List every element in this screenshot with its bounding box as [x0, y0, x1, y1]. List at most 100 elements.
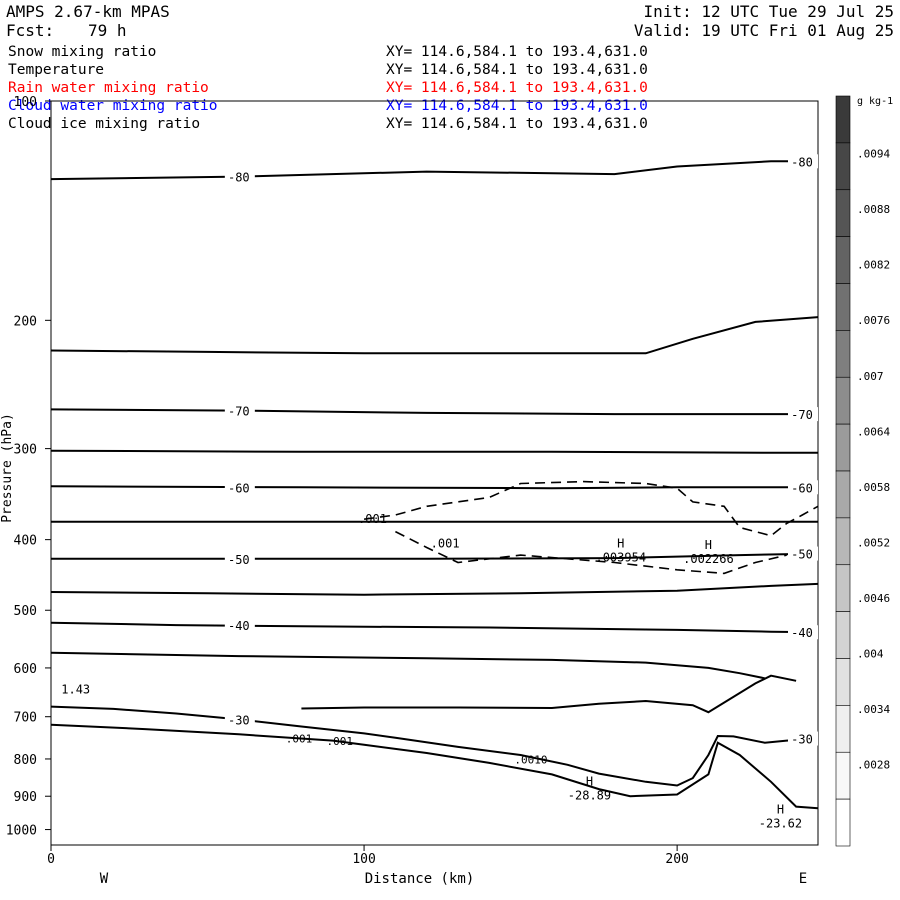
colorbar-label: .0046 [857, 592, 890, 605]
temperature-label: -50 [228, 553, 250, 567]
extremum-value: -28.89 [568, 788, 611, 802]
colorbar-swatch [835, 564, 851, 612]
x-end-west: W [100, 871, 109, 887]
temperature-contour [50, 723, 819, 810]
field-extent: XY= 114.6,584.1 to 193.4,631.0 [386, 44, 648, 60]
temperature-contour [50, 582, 819, 596]
temperature-contour [50, 485, 818, 490]
colorbar-label: .0034 [857, 703, 890, 716]
colorbar-label: .0058 [857, 481, 890, 494]
model-title: AMPS 2.67-km MPAS [6, 2, 170, 21]
temperature-contour [301, 674, 797, 714]
field-extent: XY= 114.6,584.1 to 193.4,631.0 [386, 80, 648, 96]
field-extent: XY= 114.6,584.1 to 193.4,631.0 [386, 62, 648, 78]
contour-label-bg [788, 625, 818, 640]
colorbar-swatch [835, 611, 851, 659]
temperature-label: -70 [791, 408, 813, 422]
y-tick-label: 300 [14, 443, 37, 458]
init-time: Init: 12 UTC Tue 29 Jul 25 [643, 2, 894, 21]
temperature-contour [50, 316, 819, 355]
x-end-east: E [799, 871, 807, 887]
colorbar-swatch [835, 236, 851, 284]
field-extent: XY= 114.6,584.1 to 193.4,631.0 [386, 116, 648, 132]
colorbar-swatch [835, 658, 851, 706]
field-name: Rain water mixing ratio [8, 80, 209, 96]
forecast-label: Fcst: [6, 21, 55, 40]
y-tick-label: 500 [14, 604, 37, 619]
cloud-ice-contour [363, 480, 819, 537]
contour-label-bg [788, 480, 818, 495]
contour-label-bg [788, 731, 818, 746]
contour-label-bg [224, 169, 255, 184]
y-tick-label: 900 [14, 790, 37, 805]
colorbar-label: .0028 [857, 759, 890, 772]
extremum-value: -23.62 [759, 816, 802, 830]
temperature-label: -70 [228, 405, 250, 419]
temperature-contour [50, 160, 818, 181]
cloud-ice-contour [395, 530, 787, 575]
temperature-label: -30 [228, 713, 250, 727]
contour-label-bg [224, 712, 255, 727]
colorbar-swatch [835, 517, 851, 566]
y-tick-label: 100 [14, 95, 37, 110]
surface-label: .001 [286, 733, 313, 746]
temperature-label: -60 [228, 481, 250, 495]
y-tick-label: 1000 [6, 824, 37, 839]
contour-label-bg [788, 546, 818, 561]
surface-label: .001 [326, 735, 353, 748]
y-tick-label: 800 [14, 753, 37, 768]
colorbar-swatch [835, 189, 851, 237]
colorbar-label: .0088 [857, 203, 890, 216]
cloud-ice-label: .001 [431, 536, 460, 550]
valid-time: Valid: 19 UTC Fri 01 Aug 25 [633, 21, 894, 40]
temperature-label: -40 [228, 619, 250, 633]
x-tick-label: 100 [352, 852, 375, 867]
colorbar-label: .007 [857, 370, 884, 383]
temperature-contour [50, 651, 765, 680]
contour-label-bg [224, 618, 255, 633]
contour-label-bg [788, 407, 818, 422]
contour-label-bg [224, 403, 255, 418]
colorbar-swatch [835, 470, 851, 519]
x-tick-label: 0 [47, 852, 55, 867]
temperature-contour [50, 621, 819, 634]
colorbar-swatch [835, 423, 851, 472]
temperature-label: -30 [791, 733, 813, 747]
temperature-contour [51, 552, 819, 560]
extremum-high-marker: H [777, 802, 784, 816]
y-tick-label: 400 [14, 534, 37, 549]
colorbar-swatch [835, 142, 851, 191]
temperature-contour [50, 705, 819, 787]
field-extent: XY= 114.6,584.1 to 193.4,631.0 [386, 98, 648, 114]
contour-label-bg [788, 154, 818, 169]
y-tick-label: 200 [14, 314, 37, 329]
plot-area: 100 200 300 400 500 600 700 800 900 1000 0 100 200 W E… [0, 95, 819, 887]
extremum-value: 1.43 [61, 682, 90, 696]
colorbar-label: .0082 [857, 259, 890, 272]
temperature-label: -40 [791, 626, 813, 640]
temperature-contour [50, 408, 818, 416]
temperature-label: -80 [791, 155, 813, 169]
y-tick-label: 700 [14, 711, 37, 726]
colorbar-swatch [835, 283, 851, 331]
colorbar-label: .0052 [857, 536, 890, 549]
temperature-label: -50 [791, 548, 813, 562]
colorbar-swatch [835, 705, 851, 753]
colorbar-swatch [835, 376, 851, 425]
contour-label-bg [224, 480, 255, 495]
colorbar-swatch [835, 95, 851, 144]
y-tick-label: 600 [14, 662, 37, 677]
colorbar-unit: g kg-1 [857, 96, 893, 107]
temperature-label: -60 [791, 481, 813, 495]
extremum-high-marker: H [617, 536, 624, 550]
surface-label: .0010 [514, 754, 547, 767]
colorbar-label: .0064 [857, 425, 890, 438]
field-name: Snow mixing ratio [8, 44, 157, 60]
extremum-value: .003954 [595, 550, 646, 564]
colorbar-label: .004 [857, 648, 884, 661]
x-tick-label: 200 [665, 852, 688, 867]
field-name: Cloud ice mixing ratio [8, 116, 201, 132]
forecast-value: 79 h [88, 21, 127, 40]
colorbar-swatch [835, 330, 851, 378]
